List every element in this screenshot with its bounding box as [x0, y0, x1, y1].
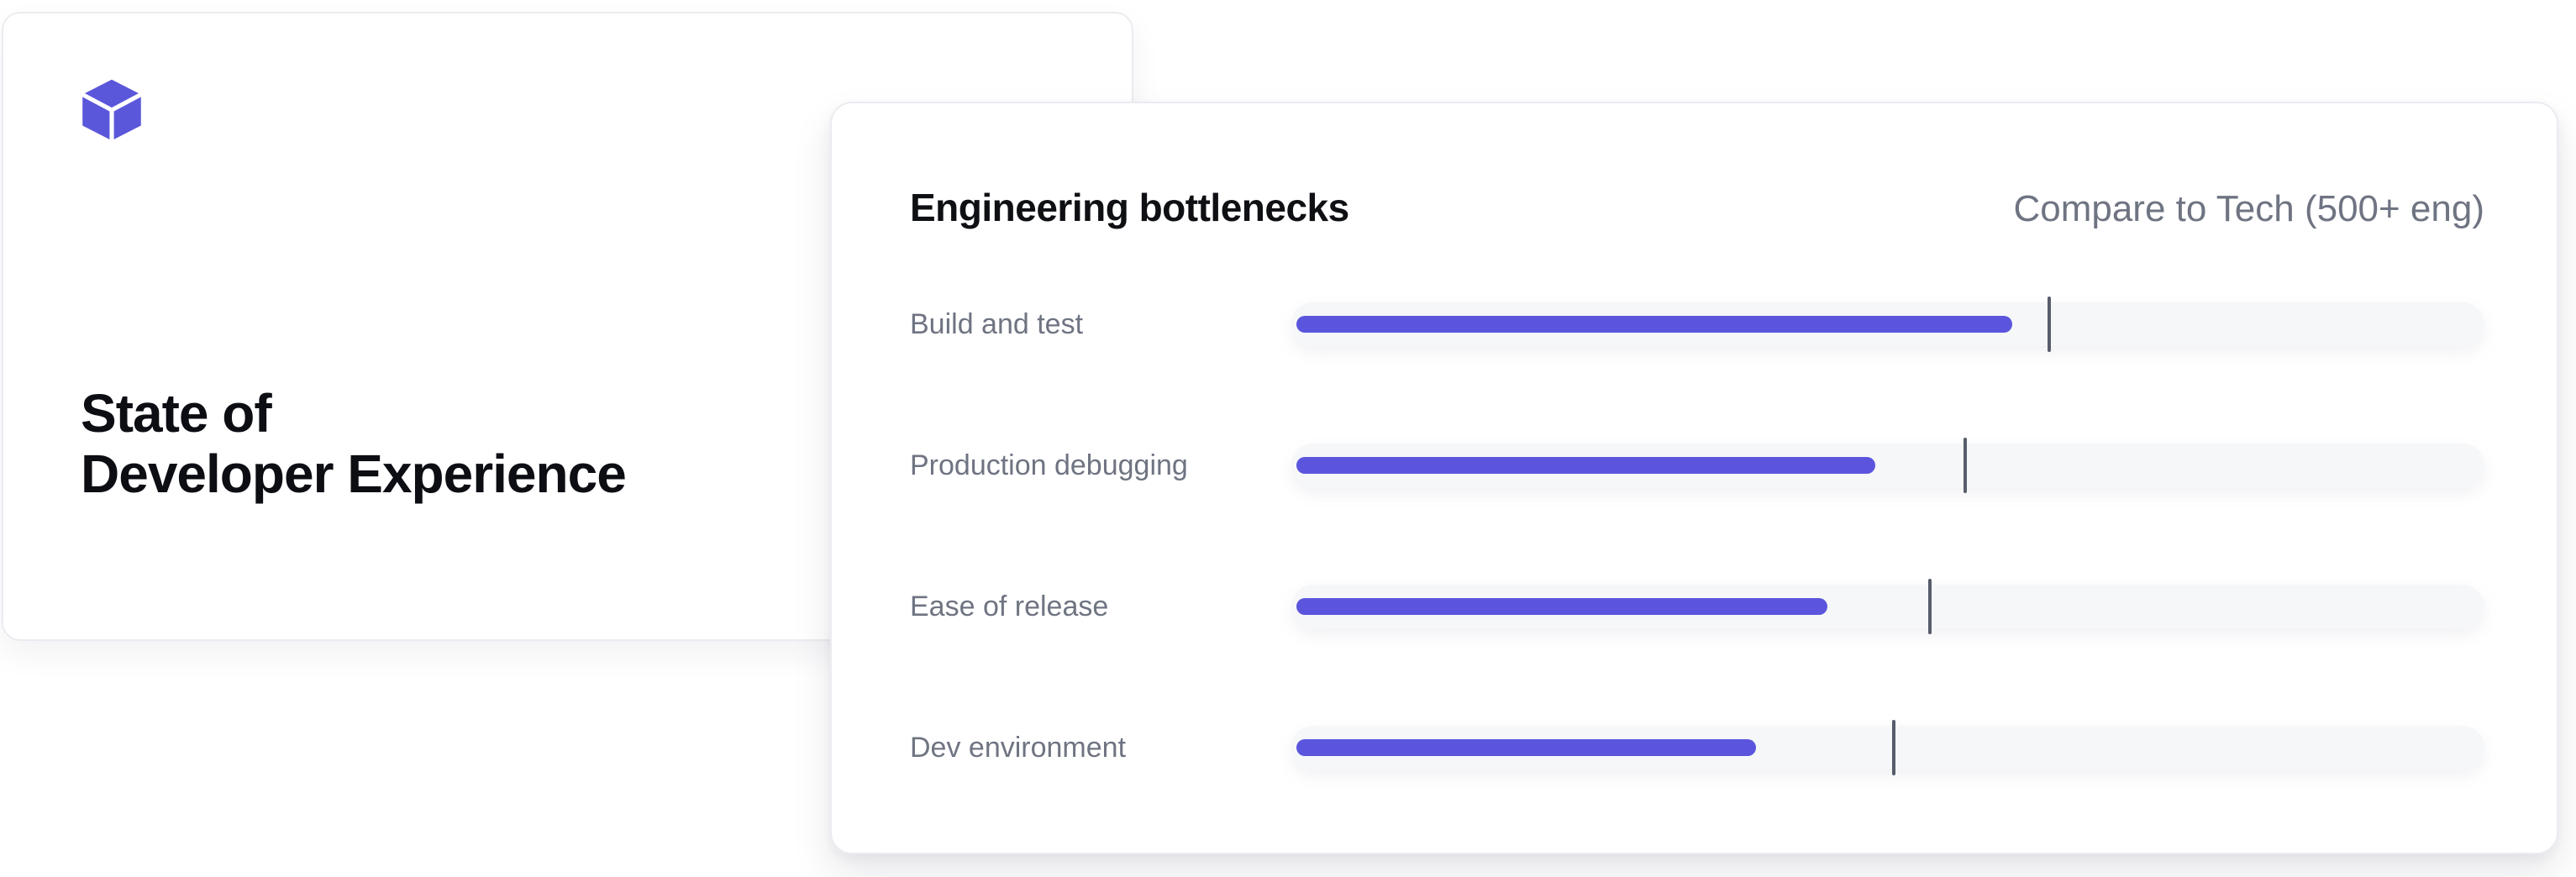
deck-title: State of Developer Experience — [81, 383, 627, 504]
chart-title: Engineering bottlenecks — [910, 186, 1349, 229]
benchmark-tick-icon — [2047, 297, 2051, 352]
benchmark-tick-icon — [1927, 579, 1932, 634]
bottleneck-label: Dev environment — [910, 731, 1127, 764]
bottleneck-row: Production debugging — [910, 395, 2484, 536]
bottleneck-label: Build and test — [910, 307, 1084, 340]
chart-header: Engineering bottlenecks Compare to Tech … — [910, 185, 2484, 232]
cube-icon — [81, 79, 143, 141]
bottleneck-row: Ease of release — [910, 536, 2484, 677]
bar-track — [1291, 438, 2484, 493]
value-bar — [1296, 739, 1756, 756]
bar-track — [1291, 579, 2484, 634]
chart-card: Engineering bottlenecks Compare to Tech … — [830, 102, 2558, 854]
bottleneck-label: Production debugging — [910, 449, 1188, 481]
value-bar — [1296, 316, 2012, 333]
bottleneck-label: Ease of release — [910, 590, 1109, 622]
bar-track — [1291, 297, 2484, 352]
bottleneck-row: Build and test — [910, 254, 2484, 395]
bar-track — [1291, 720, 2484, 775]
benchmark-tick-icon — [1892, 720, 1896, 775]
bar-chart: Build and test Production debugging Ease… — [910, 254, 2484, 818]
deck-title-line2: Developer Experience — [81, 444, 627, 504]
benchmark-label: Compare to Tech (500+ eng) — [2013, 188, 2484, 229]
value-bar — [1296, 598, 1827, 615]
benchmark-tick-icon — [1964, 438, 1968, 493]
deck-title-line1: State of — [81, 383, 272, 444]
value-bar — [1296, 457, 1875, 474]
bottleneck-row: Dev environment — [910, 677, 2484, 818]
